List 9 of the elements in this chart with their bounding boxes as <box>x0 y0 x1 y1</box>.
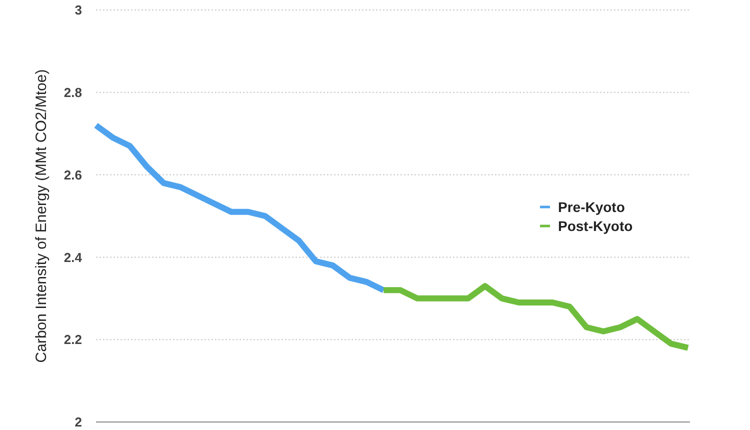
y-tick-label: 2 <box>74 414 82 430</box>
y-tick-label: 3 <box>74 2 82 18</box>
y-axis-title: Carbon Intensity of Energy (MMt CO2/Mtoe) <box>33 69 50 363</box>
y-tick-label: 2.6 <box>64 167 82 182</box>
legend-label: Post-Kyoto <box>558 218 633 234</box>
legend-label: Pre-Kyoto <box>558 198 625 215</box>
y-tick-label: 2.4 <box>64 250 83 265</box>
y-tick-label: 2.2 <box>64 332 82 348</box>
y-tick-label: 2.8 <box>64 84 82 100</box>
